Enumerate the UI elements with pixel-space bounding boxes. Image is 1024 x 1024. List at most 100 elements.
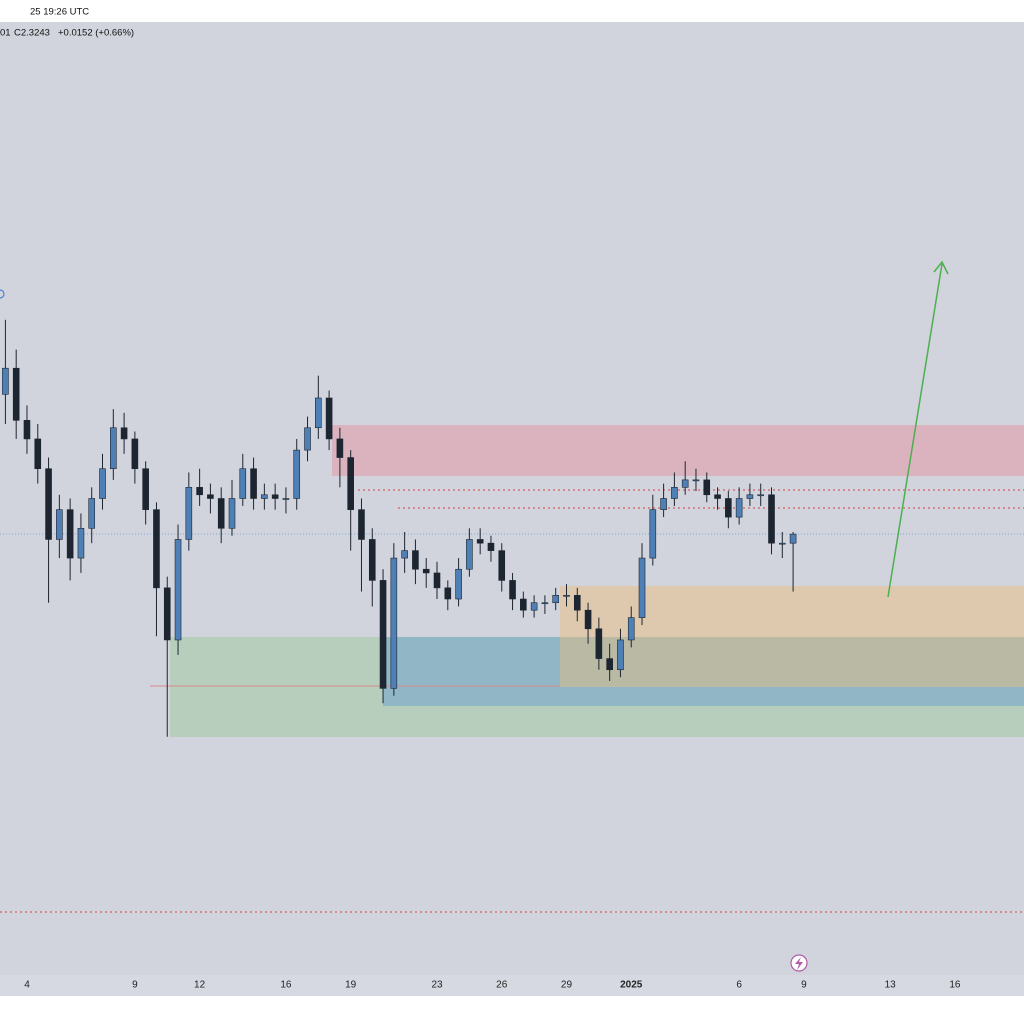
blue-zone: [383, 637, 1024, 706]
candle-body: [185, 487, 193, 540]
arrow: [887, 263, 943, 598]
candle-body: [487, 542, 495, 551]
candle-body: [606, 658, 613, 671]
candle-body: [34, 438, 42, 470]
x-tick-label: 2025: [620, 980, 643, 991]
top-bar: [0, 0, 1024, 22]
candle-body: [725, 498, 732, 518]
candle-body: [627, 617, 635, 641]
candle-body: [304, 427, 311, 451]
candle-body: [595, 628, 603, 659]
candle-body: [433, 572, 441, 589]
candle-body: [703, 479, 711, 496]
candle-body: [2, 367, 9, 395]
event-icon-glyph: [795, 957, 803, 970]
candle-body: [778, 542, 786, 545]
candle-body: [617, 639, 624, 671]
candle-body: [293, 449, 301, 499]
candle-body: [768, 494, 775, 544]
candle-body: [77, 527, 85, 559]
candle-body: [347, 457, 354, 510]
candle-body: [109, 427, 117, 470]
candle-body: [282, 498, 290, 500]
change-label: +0.0152 (+0.66%): [58, 28, 134, 39]
candle-body: [401, 550, 408, 559]
candle-body: [660, 498, 667, 510]
candle-body: [315, 397, 322, 429]
timestamp: 25 19:26 UTC: [30, 7, 89, 18]
x-tick-label: 9: [132, 980, 138, 991]
candle-body: [476, 539, 484, 544]
candle-body: [746, 494, 754, 499]
candle-body: [271, 494, 279, 499]
x-tick-label: 29: [561, 980, 573, 991]
x-tick-label: 9: [801, 980, 807, 991]
close-label: C2.3243: [14, 28, 50, 39]
candle-body: [23, 420, 31, 440]
candle-body: [88, 498, 96, 529]
candle-body: [358, 509, 365, 540]
candle-body: [757, 494, 765, 497]
candle-body: [671, 487, 678, 499]
candle-body: [466, 539, 473, 570]
x-tick-label: 12: [194, 980, 206, 991]
candle-body: [239, 468, 247, 499]
arrow-head: [933, 260, 949, 275]
candle-body: [142, 468, 149, 510]
candle-body: [368, 539, 376, 581]
candle-body: [207, 494, 214, 499]
candle-body: [228, 498, 236, 529]
candle-body: [789, 533, 797, 544]
x-tick-label: 4: [24, 980, 30, 991]
candle-body: [714, 494, 721, 499]
candle-body: [120, 427, 128, 440]
candle-body: [509, 580, 516, 600]
candle-body: [131, 438, 139, 470]
candle-body: [250, 468, 257, 499]
candle-body: [390, 557, 398, 689]
candle-body: [379, 580, 387, 689]
candle-body: [163, 587, 171, 641]
candle-body: [638, 557, 646, 618]
candle-body: [422, 568, 430, 574]
candle-body: [584, 609, 592, 630]
plot-area: [0, 22, 1024, 975]
candle-body: [455, 568, 462, 600]
candle-body: [649, 509, 657, 559]
supply-zone: [332, 425, 1024, 476]
candle-body: [196, 487, 203, 496]
x-tick-label: 19: [345, 980, 357, 991]
candle-body: [174, 539, 182, 641]
candle-body: [261, 494, 268, 499]
candle-body: [573, 594, 581, 611]
candle-body: [325, 397, 333, 440]
candle-body: [12, 367, 20, 421]
candle-body: [444, 587, 452, 600]
candles: [2, 319, 797, 737]
candle-body: [56, 509, 63, 540]
candle-body: [498, 550, 506, 581]
x-tick-label: 16: [949, 980, 961, 991]
candle-body: [412, 550, 419, 570]
candle-body: [217, 498, 225, 529]
candle-body: [735, 498, 743, 518]
x-tick-label: 16: [280, 980, 292, 991]
x-tick-label: 23: [431, 980, 443, 991]
candle-body: [153, 509, 160, 589]
interval: 01: [0, 28, 11, 39]
candle-body: [530, 602, 538, 611]
marker: [0, 289, 5, 299]
candle-body: [520, 598, 527, 611]
candle-body: [45, 468, 52, 540]
candle-body: [541, 602, 549, 605]
drawings: [0, 260, 1024, 972]
x-tick-label: 6: [736, 980, 742, 991]
candle-body: [336, 438, 344, 458]
orange-zone: [560, 586, 1024, 687]
candle-body: [681, 479, 689, 488]
candle-body: [66, 509, 74, 559]
candle-body: [692, 479, 700, 482]
x-tick-label: 13: [885, 980, 897, 991]
